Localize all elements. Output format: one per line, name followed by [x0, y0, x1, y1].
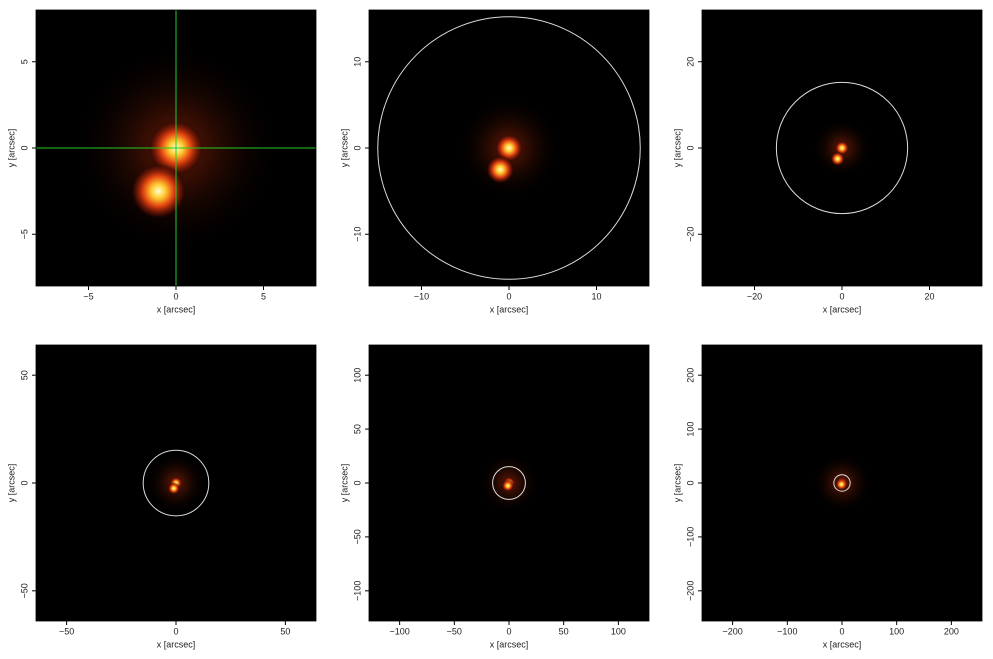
x-tick-label: 50	[280, 626, 290, 636]
y-tick-label: −200	[685, 581, 695, 601]
x-axis-label: x [arcsec]	[823, 639, 862, 649]
y-tick-label: −5	[19, 229, 29, 239]
x-axis-label: x [arcsec]	[490, 304, 529, 314]
aperture-circle	[377, 16, 641, 280]
x-tick-label: 0	[506, 626, 511, 636]
x-tick-label: 10	[591, 291, 601, 301]
source	[835, 478, 848, 491]
y-tick-label: −50	[19, 583, 29, 598]
x-tick-label: 50	[559, 626, 569, 636]
source	[501, 479, 514, 492]
x-tick-label: 0	[506, 291, 511, 301]
x-tick-label: −10	[414, 291, 429, 301]
x-tick-label: −200	[722, 626, 742, 636]
x-tick-label: 100	[611, 626, 626, 636]
x-tick-label: −50	[59, 626, 74, 636]
x-tick-label: 5	[261, 291, 266, 301]
aperture-circle	[775, 81, 909, 215]
y-axis-label: y [arcsec]	[6, 464, 16, 503]
y-tick-label: 20	[685, 57, 695, 67]
x-tick-label: 0	[173, 626, 178, 636]
y-tick-label: 50	[352, 424, 362, 434]
x-axis-label: x [arcsec]	[823, 304, 862, 314]
x-axis-label: x [arcsec]	[490, 639, 529, 649]
y-tick-label: 5	[19, 59, 29, 64]
source	[167, 482, 180, 495]
y-tick-label: −20	[685, 227, 695, 242]
x-axis-label: x [arcsec]	[157, 639, 196, 649]
y-tick-label: 0	[685, 480, 695, 485]
x-tick-label: −50	[447, 626, 462, 636]
source	[486, 155, 515, 184]
x-tick-label: 20	[924, 291, 934, 301]
source	[130, 163, 187, 220]
x-tick-label: 100	[889, 626, 904, 636]
y-tick-label: −50	[352, 529, 362, 544]
y-axis-label: y [arcsec]	[672, 464, 682, 503]
x-tick-label: −100	[389, 626, 409, 636]
y-tick-label: 10	[352, 57, 362, 67]
y-axis-label: y [arcsec]	[672, 129, 682, 168]
x-tick-label: 0	[839, 291, 844, 301]
y-tick-label: 0	[19, 145, 29, 150]
source	[830, 151, 845, 166]
y-tick-label: 0	[19, 480, 29, 485]
x-tick-label: −5	[83, 291, 93, 301]
aperture-circle	[142, 449, 210, 517]
y-axis-label: y [arcsec]	[339, 129, 349, 168]
source	[495, 134, 523, 162]
x-axis-label: x [arcsec]	[157, 304, 196, 314]
y-tick-label: −100	[685, 527, 695, 547]
x-tick-label: −20	[747, 291, 762, 301]
y-axis-label: y [arcsec]	[6, 129, 16, 168]
y-axis-label: y [arcsec]	[339, 464, 349, 503]
y-tick-label: 0	[352, 145, 362, 150]
aperture-circle	[492, 466, 526, 500]
y-tick-label: 0	[352, 480, 362, 485]
y-tick-label: 50	[19, 370, 29, 380]
y-tick-label: 0	[685, 145, 695, 150]
y-tick-label: 100	[685, 422, 695, 437]
y-tick-label: 200	[685, 368, 695, 383]
x-tick-label: 0	[173, 291, 178, 301]
x-tick-label: 0	[839, 626, 844, 636]
y-tick-label: −10	[352, 227, 362, 242]
x-tick-label: 200	[944, 626, 959, 636]
source	[835, 141, 849, 155]
y-tick-label: 100	[352, 368, 362, 383]
x-tick-label: −100	[777, 626, 797, 636]
aperture-circle	[833, 474, 851, 492]
y-tick-label: −100	[352, 581, 362, 601]
